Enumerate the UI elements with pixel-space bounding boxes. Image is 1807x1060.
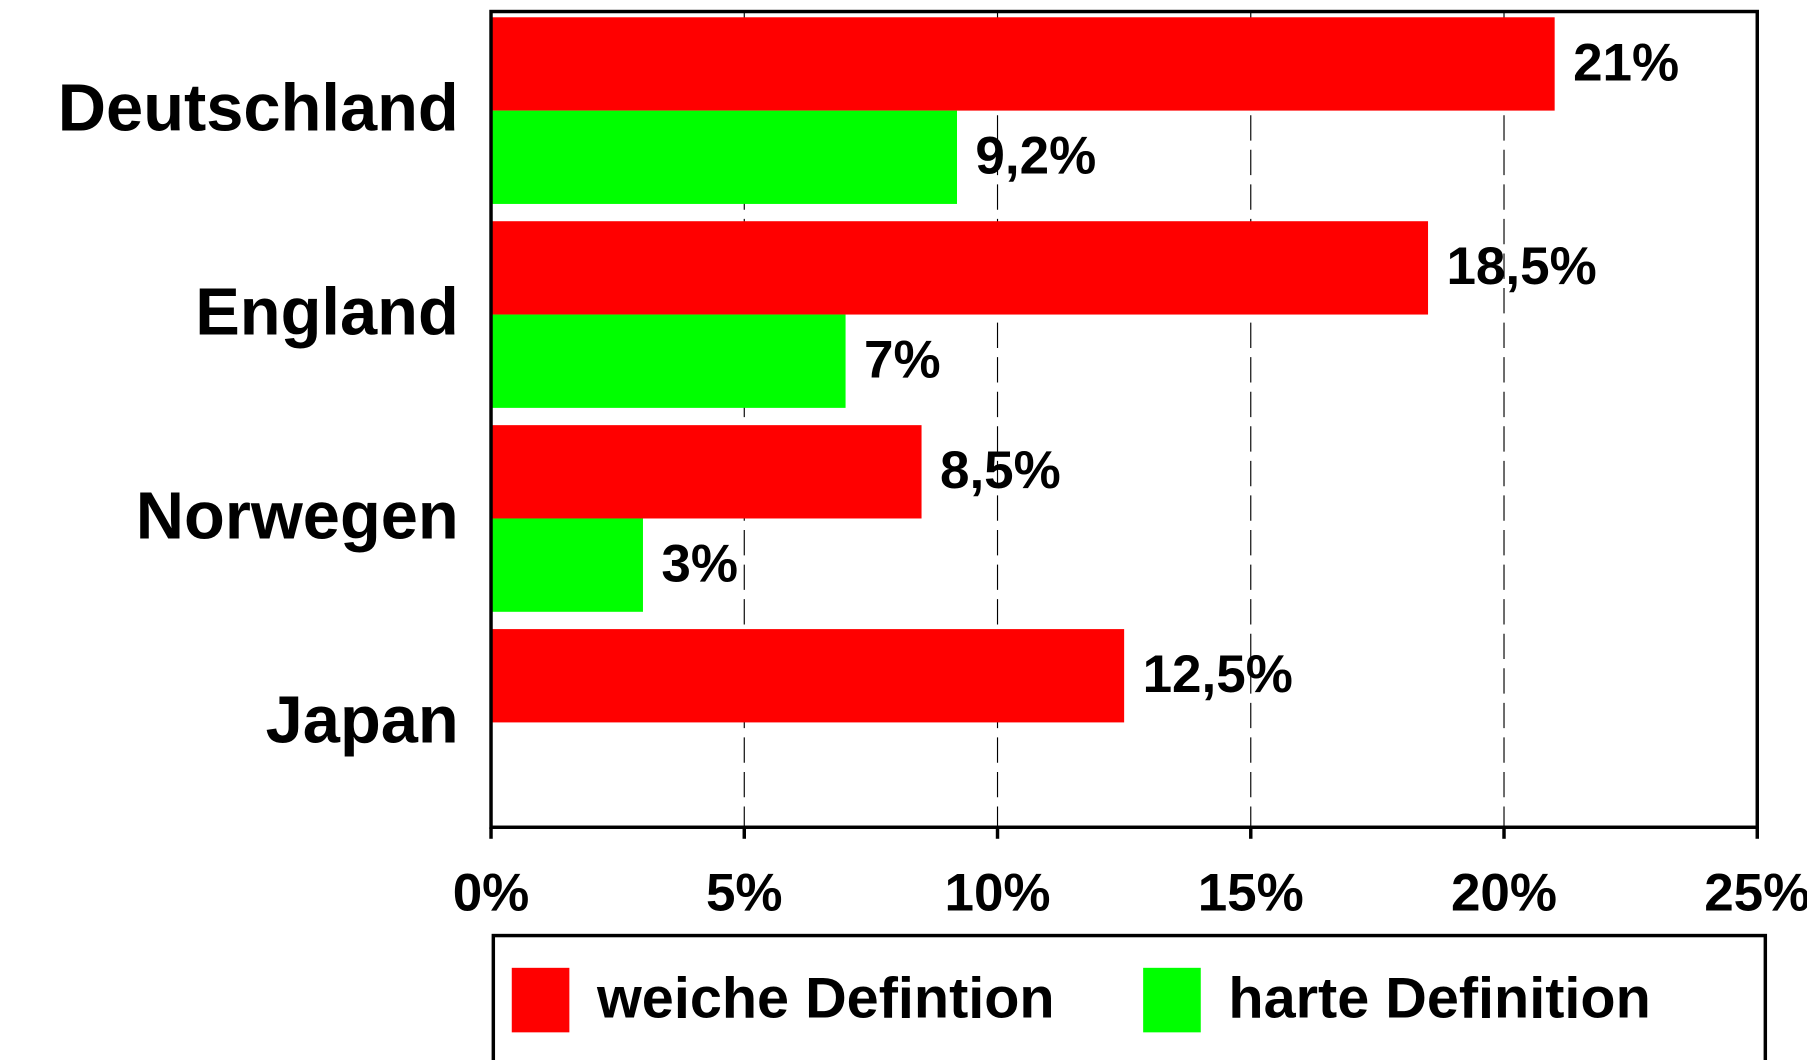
value-label: 12,5% [1143, 645, 1293, 704]
legend-swatch [511, 967, 570, 1033]
plot-frame [489, 9, 1759, 829]
bars [491, 17, 1555, 723]
x-tick-label: 0% [453, 863, 530, 922]
bar [491, 629, 1125, 723]
y-tick-label: Deutschland [58, 72, 459, 146]
value-label: 7% [864, 331, 941, 390]
y-tick-label: Japan [266, 683, 459, 757]
legend-label: harte Definition [1228, 967, 1650, 1031]
bar [491, 110, 957, 204]
x-tick-label: 10% [944, 863, 1050, 922]
bar [491, 518, 643, 612]
y-tick-label: England [195, 276, 459, 350]
bar [491, 17, 1555, 111]
legend-label: weiche Defintion [596, 967, 1055, 1031]
legend-swatch [1143, 967, 1201, 1033]
x-tick-label: 15% [1198, 863, 1304, 922]
value-label: 8,5% [940, 441, 1061, 500]
value-label: 9,2% [975, 127, 1096, 186]
value-label: 18,5% [1446, 237, 1596, 296]
value-label: 21% [1573, 33, 1679, 92]
bar [491, 425, 922, 519]
bar [491, 314, 846, 408]
x-tick-label: 20% [1451, 863, 1557, 922]
legend: weiche Defintion harte Definition [511, 967, 1651, 1033]
labels: 0% 5% 10% 15% 20% 25% Deutschland 21% 9,2% Englan… [58, 33, 1807, 922]
value-label: 3% [661, 534, 738, 593]
x-tick-label: 5% [706, 863, 783, 922]
y-tick-label: Norwegen [136, 479, 459, 553]
bar [491, 221, 1429, 315]
x-tick-label: 25% [1704, 863, 1807, 922]
legend-frame [491, 933, 1768, 1060]
